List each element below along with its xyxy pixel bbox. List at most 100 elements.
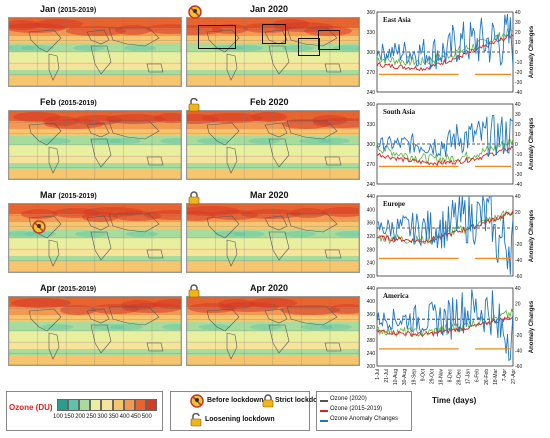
y2-tick-label: -10 — [515, 152, 522, 158]
ozone-map-climatology — [8, 296, 182, 366]
y2-tick-label: 0 — [515, 226, 518, 232]
colorbar-tick: 450 — [130, 414, 141, 420]
x-tick-label: 17-Jan — [466, 369, 472, 385]
y2-tick-label: -10 — [515, 60, 522, 66]
colorbar-tick: 150 — [64, 414, 75, 420]
y-tick-label: 330 — [367, 122, 376, 128]
ozone-map-2020 — [186, 110, 360, 180]
y2-axis-label: Anomaly Changes — [529, 209, 535, 262]
y-tick-label: 300 — [367, 142, 376, 148]
y-tick-label: 240 — [367, 261, 376, 267]
line-legend-swatch — [320, 410, 328, 412]
map-title-2020: Feb 2020 — [250, 97, 289, 107]
map-month: Mar — [40, 190, 59, 200]
colorbar-swatch — [90, 399, 102, 411]
map-title-climatology: Apr (2015-2019) — [40, 283, 96, 293]
x-tick-label: 18-Mar — [493, 369, 499, 385]
series-line-anomaly — [376, 289, 514, 362]
before-lockdown-label: Before lockdown — [207, 397, 264, 404]
y2-axis-label: Anomaly Changes — [529, 300, 535, 353]
map-title-climatology: Feb (2015-2019) — [40, 97, 97, 107]
loosening-lockdown-label: Loosening lockdown — [205, 416, 275, 423]
y2-tick-label: 0 — [515, 317, 518, 323]
map-month: Feb — [40, 97, 59, 107]
x-tick-label: 29-Oct — [429, 368, 435, 384]
y2-tick-label: 0 — [515, 142, 518, 148]
y-tick-label: 440 — [367, 286, 376, 292]
y-tick-label: 280 — [367, 338, 376, 344]
colorbar-swatch — [57, 399, 69, 411]
y2-tick-label: 20 — [515, 122, 521, 128]
y2-tick-label: 30 — [515, 112, 521, 118]
y-tick-label: 240 — [367, 351, 376, 357]
y2-tick-label: -30 — [515, 172, 522, 178]
map-title-climatology: Jan (2015-2019) — [40, 4, 96, 14]
y2-tick-label: -20 — [515, 70, 522, 76]
y2-axis-label: Anomaly Changes — [529, 117, 535, 170]
y2-tick-label: 20 — [515, 210, 521, 216]
x-axis-label: Time (days) — [432, 396, 477, 405]
line-legend-swatch — [320, 400, 328, 402]
x-tick-label: 6-Feb — [475, 369, 481, 382]
chart-title: East Asia — [383, 16, 411, 24]
x-tick-label: 9-Oct — [420, 368, 426, 381]
y2-tick-label: 0 — [515, 50, 518, 56]
series-line-climatology — [376, 33, 514, 72]
y2-tick-label: 10 — [515, 132, 521, 138]
colorbar-swatch — [68, 399, 80, 411]
y-tick-label: 240 — [367, 182, 376, 188]
series-line-anomaly — [376, 195, 514, 275]
y2-tick-label: -40 — [515, 90, 522, 96]
y-tick-label: 300 — [367, 50, 376, 56]
y2-tick-label: -20 — [515, 242, 522, 248]
colorbar-label: Ozone (DU) — [9, 403, 53, 412]
colorbar-strip — [57, 399, 157, 411]
ozone-map-climatology — [8, 110, 182, 180]
y-tick-label: 360 — [367, 221, 376, 227]
before-lockdown-icon — [190, 394, 204, 408]
y-tick-label: 360 — [367, 10, 376, 16]
y2-tick-label: 10 — [515, 40, 521, 46]
series-line-2020 — [376, 308, 514, 338]
y-tick-label: 320 — [367, 325, 376, 331]
line-legend-label: Ozone Anomaly Changes — [330, 416, 399, 422]
y2-tick-label: 20 — [515, 302, 521, 308]
colorbar-swatch — [145, 399, 157, 411]
series-line-anomaly — [376, 114, 514, 158]
y-tick-label: 400 — [367, 299, 376, 305]
ozone-map-2020 — [186, 17, 360, 87]
y2-tick-label: 40 — [515, 10, 521, 16]
y-tick-label: 360 — [367, 102, 376, 108]
x-tick-label: 26-Feb — [484, 369, 490, 385]
line-legend-label: Ozone (2020) — [330, 396, 367, 402]
colorbar-swatch — [101, 399, 113, 411]
chart-title: South Asia — [383, 108, 416, 116]
strict-lockdown-label: Strict lockdown — [275, 397, 328, 404]
colorbar-swatch — [123, 399, 135, 411]
strict-lockdown-icon — [188, 284, 200, 303]
x-tick-label: 27-Apr — [511, 369, 517, 384]
ozone-map-2020 — [186, 296, 360, 366]
y2-tick-label: -60 — [515, 274, 522, 280]
y2-tick-label: 40 — [515, 286, 521, 292]
y2-tick-label: 30 — [515, 20, 521, 26]
x-tick-label: 21-Jul — [384, 369, 390, 383]
ozone-map-climatology — [8, 17, 182, 87]
y-tick-label: 270 — [367, 70, 376, 76]
x-tick-label: 18-Nov — [438, 369, 444, 386]
region-box — [318, 30, 340, 50]
x-tick-label: 19-Sep — [411, 369, 417, 385]
y-tick-label: 280 — [367, 247, 376, 253]
map-month: Apr — [40, 283, 58, 293]
map-title-2020: Mar 2020 — [250, 190, 289, 200]
series-line-climatology — [376, 316, 514, 338]
y-tick-label: 360 — [367, 312, 376, 318]
ozone-map-2020 — [186, 203, 360, 273]
y2-tick-label: -30 — [515, 80, 522, 86]
region-box — [198, 25, 236, 49]
colorbar-legend — [6, 391, 163, 431]
y-tick-label: 240 — [367, 90, 376, 96]
y2-axis-label: Anomaly Changes — [529, 25, 535, 78]
map-title-climatology: Mar (2015-2019) — [40, 190, 97, 200]
y2-tick-label: -20 — [515, 162, 522, 168]
